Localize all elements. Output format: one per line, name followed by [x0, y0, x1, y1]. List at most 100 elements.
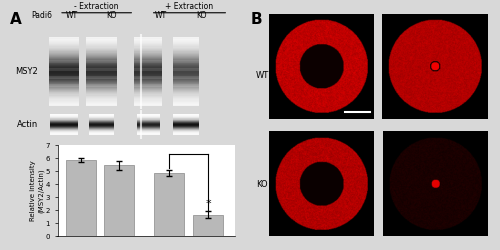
Bar [173, 48, 199, 50]
Bar [86, 41, 117, 43]
Bar [48, 40, 79, 42]
Bar [173, 70, 199, 71]
Bar [48, 98, 79, 100]
Bar [88, 123, 115, 124]
Bar [136, 124, 160, 126]
Bar [136, 127, 160, 128]
Bar [136, 122, 160, 123]
Bar [136, 115, 160, 116]
Bar [173, 68, 199, 70]
Bar [136, 124, 160, 125]
Bar [50, 133, 78, 134]
Bar [86, 92, 117, 94]
Bar [50, 120, 78, 121]
Bar [48, 102, 79, 104]
Bar [134, 101, 162, 102]
Bar [134, 90, 162, 92]
Bar [136, 125, 160, 126]
Bar [134, 74, 162, 76]
Bar [136, 118, 160, 120]
Text: KO: KO [106, 12, 117, 20]
Bar [50, 128, 78, 129]
Bar [134, 97, 162, 99]
Bar [50, 116, 78, 117]
Bar [48, 68, 79, 69]
Bar [173, 131, 199, 132]
Bar [173, 122, 199, 123]
Text: KO: KO [196, 12, 206, 20]
Bar [86, 46, 117, 48]
Bar [134, 98, 162, 100]
Bar [173, 114, 199, 116]
Bar [48, 56, 79, 58]
Bar [134, 57, 162, 59]
Bar [88, 126, 115, 127]
Bar [88, 129, 115, 130]
Bar [48, 72, 79, 74]
Bar [50, 124, 78, 125]
Bar [134, 58, 162, 60]
Bar [48, 84, 79, 85]
Bar [50, 132, 78, 134]
Bar [48, 80, 79, 82]
Bar [86, 71, 117, 73]
Bar [48, 39, 79, 41]
Bar [50, 134, 78, 135]
Bar [173, 123, 199, 124]
Bar [173, 128, 199, 129]
Bar [173, 122, 199, 123]
Bar [88, 120, 115, 122]
Bar [173, 39, 199, 41]
Text: Non-extracted: Non-extracted [300, 16, 361, 25]
Bar [86, 40, 117, 42]
Bar [173, 73, 199, 75]
Bar [48, 92, 79, 93]
Bar [173, 86, 199, 88]
Bar [136, 126, 160, 127]
Bar [173, 56, 199, 58]
Bar [173, 49, 199, 51]
Text: WT: WT [66, 12, 78, 20]
Bar [88, 127, 115, 128]
Bar [86, 63, 117, 65]
Bar [50, 130, 78, 131]
Bar [86, 72, 117, 74]
Bar [88, 117, 115, 118]
Bar [173, 92, 199, 93]
Bar [136, 122, 160, 123]
Bar [173, 79, 199, 81]
Text: MSY2: MSY2 [16, 67, 38, 76]
Bar [134, 66, 162, 68]
Bar [88, 132, 115, 134]
Text: KO: KO [256, 180, 268, 189]
Bar [88, 116, 115, 117]
Bar [86, 68, 117, 69]
Bar [88, 117, 115, 118]
Bar [86, 55, 117, 57]
Bar [136, 116, 160, 117]
Bar [48, 101, 79, 102]
Bar [48, 36, 79, 38]
Bar [134, 56, 162, 58]
Bar [88, 131, 115, 132]
Bar [136, 133, 160, 134]
Bar [86, 80, 117, 82]
Bar [88, 128, 115, 129]
Bar [86, 50, 117, 52]
Bar [86, 56, 117, 58]
Bar [50, 133, 78, 134]
Bar [48, 104, 79, 106]
Bar [50, 115, 78, 116]
Bar [173, 46, 199, 48]
Bar [50, 132, 78, 133]
Bar [48, 103, 79, 105]
Bar [88, 133, 115, 134]
Bar [86, 58, 117, 60]
Text: - Extraction: - Extraction [74, 2, 119, 11]
Bar [173, 115, 199, 116]
Bar [134, 47, 162, 49]
Bar [88, 114, 115, 115]
Bar [50, 124, 78, 125]
Bar [48, 58, 79, 60]
Bar [173, 80, 199, 82]
